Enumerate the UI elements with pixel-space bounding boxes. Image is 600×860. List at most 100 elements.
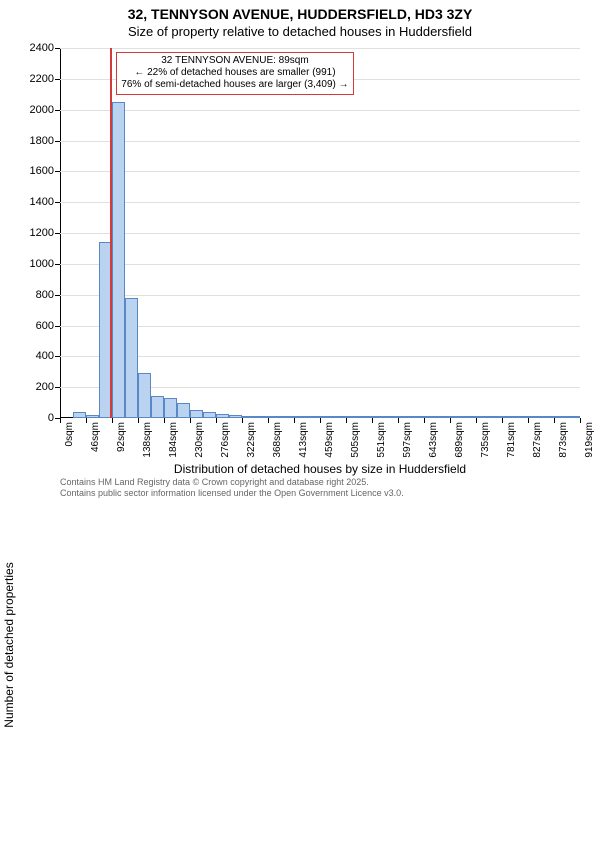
x-tick-label: 92sqm <box>116 422 127 452</box>
x-tick-mark <box>242 418 243 423</box>
histogram-bar <box>125 298 138 418</box>
x-tick-mark <box>216 418 217 423</box>
y-tick-label: 400 <box>36 350 54 362</box>
x-tick-label: 689sqm <box>454 422 465 458</box>
x-tick-mark <box>86 418 87 423</box>
histogram-bar <box>398 416 411 418</box>
histogram-plot: 0200400600800100012001400160018002000220… <box>60 48 580 418</box>
y-tick-mark <box>55 110 60 111</box>
x-tick-mark <box>60 418 61 423</box>
histogram-bar <box>489 416 502 418</box>
x-tick-mark <box>424 418 425 423</box>
histogram-bar <box>203 412 216 418</box>
gridline <box>60 233 580 234</box>
gridline <box>60 48 580 49</box>
x-tick-mark <box>346 418 347 423</box>
histogram-bar <box>372 416 385 418</box>
x-tick-mark <box>112 418 113 423</box>
x-tick-label: 322sqm <box>246 422 257 458</box>
y-tick-label: 600 <box>36 320 54 332</box>
footnote-line2: Contains public sector information licen… <box>60 488 580 498</box>
histogram-bar <box>450 416 463 418</box>
x-tick-label: 735sqm <box>480 422 491 458</box>
gridline <box>60 141 580 142</box>
y-tick-mark <box>55 202 60 203</box>
y-tick-mark <box>55 141 60 142</box>
x-tick-mark <box>554 418 555 423</box>
histogram-bar <box>502 416 515 418</box>
y-tick-mark <box>55 356 60 357</box>
histogram-bar <box>177 403 190 418</box>
y-tick-mark <box>55 233 60 234</box>
y-tick-label: 2200 <box>30 73 54 85</box>
x-tick-label: 551sqm <box>376 422 387 458</box>
x-tick-mark <box>164 418 165 423</box>
x-tick-label: 368sqm <box>272 422 283 458</box>
histogram-bar <box>463 416 476 418</box>
x-tick-label: 184sqm <box>168 422 179 458</box>
x-tick-label: 276sqm <box>220 422 231 458</box>
annotation-box: 32 TENNYSON AVENUE: 89sqm← 22% of detach… <box>116 52 353 95</box>
x-tick-label: 413sqm <box>298 422 309 458</box>
gridline <box>60 110 580 111</box>
x-tick-label: 919sqm <box>584 422 595 458</box>
annotation-line2: ← 22% of detached houses are smaller (99… <box>121 67 348 79</box>
x-tick-label: 827sqm <box>532 422 543 458</box>
footnote: Contains HM Land Registry data © Crown c… <box>60 477 580 498</box>
footnote-line1: Contains HM Land Registry data © Crown c… <box>60 477 580 487</box>
histogram-bar <box>307 416 320 418</box>
y-tick-mark <box>55 326 60 327</box>
histogram-bar <box>268 416 281 418</box>
y-tick-mark <box>55 171 60 172</box>
histogram-bar <box>320 416 333 418</box>
gridline <box>60 326 580 327</box>
gridline <box>60 295 580 296</box>
x-tick-label: 459sqm <box>324 422 335 458</box>
histogram-bar <box>385 416 398 418</box>
histogram-bar <box>112 102 125 418</box>
histogram-bar <box>242 416 255 418</box>
histogram-bar <box>73 412 86 418</box>
chart-title-line2: Size of property relative to detached ho… <box>0 24 600 39</box>
x-tick-label: 505sqm <box>350 422 361 458</box>
histogram-bar <box>411 416 424 418</box>
y-tick-label: 200 <box>36 381 54 393</box>
y-tick-label: 1600 <box>30 165 54 177</box>
gridline <box>60 356 580 357</box>
x-tick-mark <box>320 418 321 423</box>
x-tick-label: 230sqm <box>194 422 205 458</box>
histogram-bar <box>294 416 307 418</box>
annotation-line3: 76% of semi-detached houses are larger (… <box>121 79 348 91</box>
x-tick-label: 0sqm <box>64 422 75 446</box>
gridline <box>60 202 580 203</box>
x-tick-mark <box>502 418 503 423</box>
y-tick-label: 2400 <box>30 42 54 54</box>
x-tick-mark <box>450 418 451 423</box>
y-tick-mark <box>55 264 60 265</box>
histogram-bar <box>541 416 554 418</box>
histogram-bar <box>359 416 372 418</box>
y-tick-label: 1000 <box>30 258 54 270</box>
histogram-bar <box>476 416 489 418</box>
x-tick-mark <box>268 418 269 423</box>
x-tick-label: 138sqm <box>142 422 153 458</box>
histogram-bar <box>567 416 580 418</box>
x-tick-mark <box>580 418 581 423</box>
histogram-bar <box>281 416 294 418</box>
x-tick-label: 643sqm <box>428 422 439 458</box>
x-tick-mark <box>138 418 139 423</box>
y-tick-label: 0 <box>48 412 54 424</box>
histogram-bar <box>216 414 229 418</box>
x-tick-mark <box>372 418 373 423</box>
y-tick-mark <box>55 387 60 388</box>
y-tick-mark <box>55 79 60 80</box>
reference-line <box>110 48 112 418</box>
histogram-bar <box>528 416 541 418</box>
y-tick-label: 1200 <box>30 227 54 239</box>
y-tick-label: 1800 <box>30 135 54 147</box>
y-tick-label: 2000 <box>30 104 54 116</box>
histogram-bar <box>424 416 437 418</box>
x-tick-mark <box>190 418 191 423</box>
histogram-bar <box>437 416 450 418</box>
x-tick-label: 873sqm <box>558 422 569 458</box>
